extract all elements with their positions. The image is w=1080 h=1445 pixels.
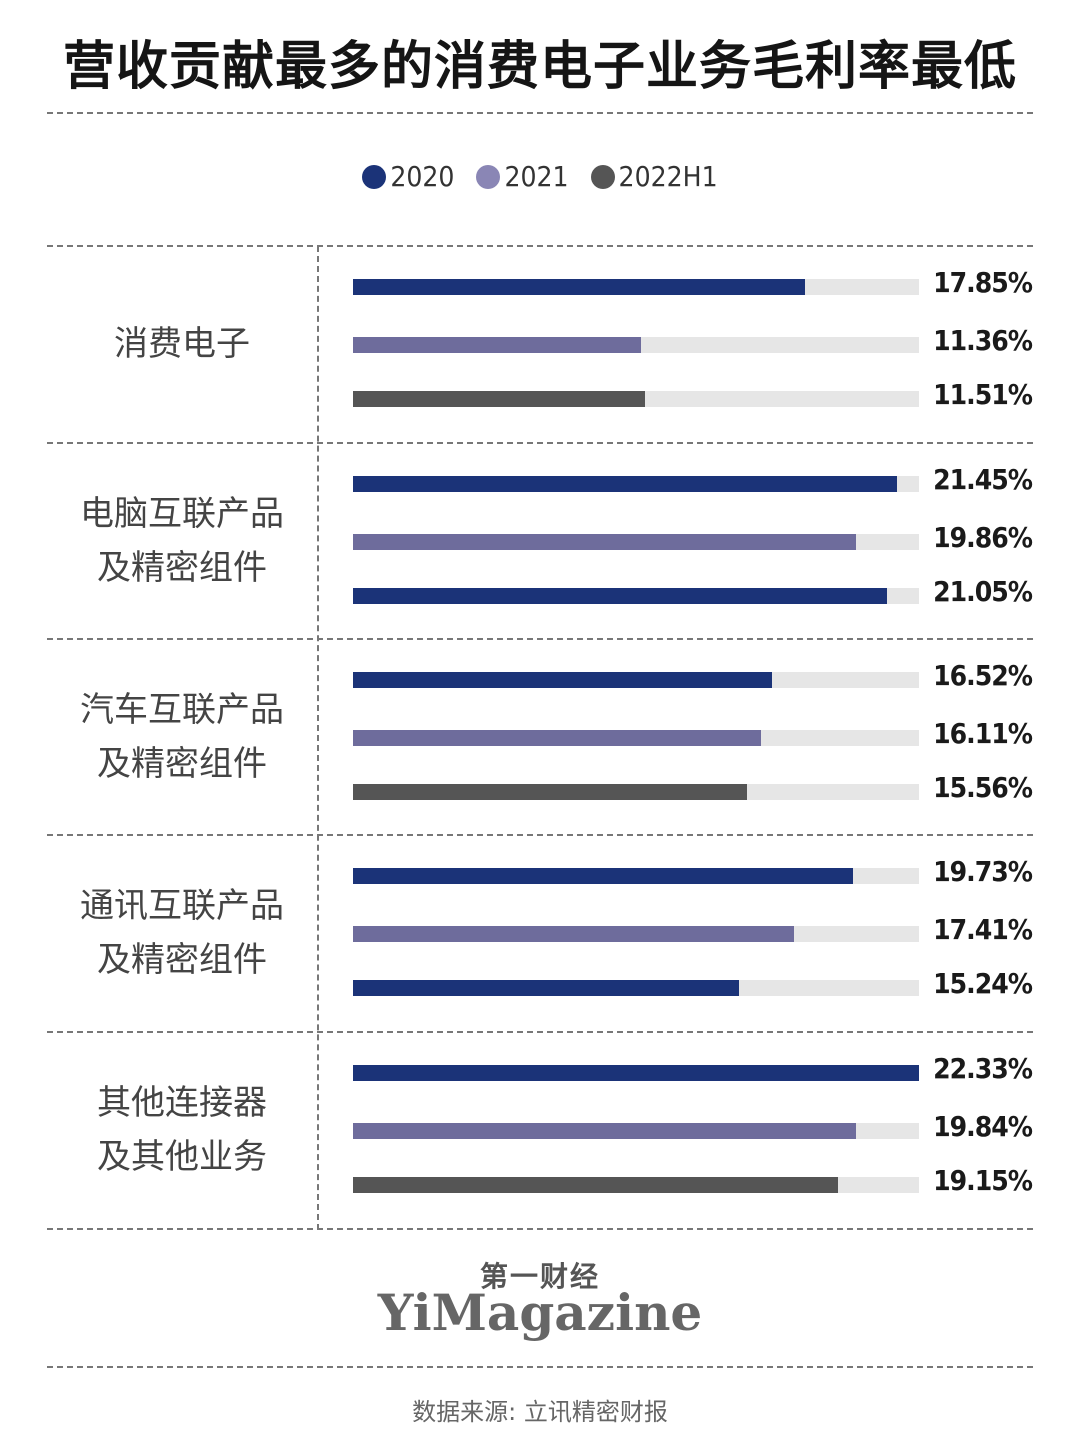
bar-value-label: 11.51% — [933, 378, 1033, 411]
bar-2020 — [353, 672, 772, 688]
bar-value-label: 17.41% — [933, 913, 1033, 946]
bar-2021 — [353, 534, 857, 550]
chart-title: 营收贡献最多的消费电子业务毛利率最低 — [62, 37, 1017, 97]
group-divider — [47, 834, 1033, 836]
bar-2021 — [353, 926, 795, 942]
legend-swatch — [590, 164, 615, 189]
bar-value-label: 19.15% — [933, 1164, 1033, 1197]
category-label-line: 电脑互联产品 — [80, 494, 284, 534]
bar-2021 — [353, 337, 641, 353]
bar-value-label: 21.05% — [933, 575, 1033, 608]
bar-2022H1 — [353, 784, 748, 800]
bar-track — [353, 868, 919, 884]
bar-value-label: 19.73% — [933, 855, 1033, 888]
title-divider — [47, 112, 1033, 114]
category-label: 汽车互联产品 及精密组件 — [47, 639, 317, 835]
bar-track — [353, 1123, 919, 1139]
bar-track — [353, 534, 919, 550]
bar-value-label: 15.24% — [933, 967, 1033, 1000]
bar-2020 — [353, 868, 854, 884]
legend-label: 2022H1 — [618, 160, 718, 193]
category-label-line: 汽车互联产品 — [80, 690, 284, 730]
bar-value-label: 16.11% — [933, 717, 1033, 750]
table-bottom-divider — [47, 1228, 1033, 1230]
brand-logo-en: YiMagazine — [377, 1283, 703, 1342]
bar-track — [353, 980, 919, 996]
bar-2022H1 — [353, 391, 645, 407]
bar-track — [353, 279, 919, 295]
category-label-line: 及其他业务 — [97, 1137, 267, 1177]
bar-track — [353, 926, 919, 942]
bar-2020 — [353, 1065, 919, 1081]
bar-2022H1 — [353, 1177, 839, 1193]
category-label-line: 及精密组件 — [97, 548, 267, 588]
category-label-line: 通讯互联产品 — [80, 886, 284, 926]
legend-item: 2021 — [476, 160, 569, 193]
chart-legend: 2020 2021 2022H1 — [0, 160, 1080, 193]
bar-2021 — [353, 730, 762, 746]
bar-value-label: 22.33% — [933, 1052, 1033, 1085]
bar-value-label: 15.56% — [933, 771, 1033, 804]
bar-2022H1 — [353, 588, 887, 604]
bar-value-label: 19.84% — [933, 1110, 1033, 1143]
data-source: 数据来源: 立讯精密财报 — [412, 1398, 668, 1426]
legend-swatch — [362, 164, 387, 189]
group-divider — [47, 442, 1033, 444]
footer-divider — [47, 1366, 1033, 1368]
category-label: 通讯互联产品 及精密组件 — [47, 835, 317, 1031]
bar-value-label: 17.85% — [933, 266, 1033, 299]
category-label-line: 消费电子 — [114, 324, 250, 364]
bar-value-label: 11.36% — [933, 324, 1033, 357]
legend-swatch — [476, 164, 501, 189]
legend-item: 2022H1 — [590, 160, 718, 193]
category-label-line: 及精密组件 — [97, 744, 267, 784]
bar-2020 — [353, 279, 806, 295]
brand-logo-cn: 第一财经 — [479, 1260, 600, 1293]
category-label-line: 其他连接器 — [97, 1083, 267, 1123]
bar-2022H1 — [353, 980, 740, 996]
category-label: 电脑互联产品 及精密组件 — [47, 443, 317, 639]
legend-item: 2020 — [362, 160, 454, 193]
category-label-line: 及精密组件 — [97, 940, 267, 980]
bar-value-label: 16.52% — [933, 659, 1033, 692]
table-top-divider — [47, 245, 1033, 247]
bar-track — [353, 476, 919, 492]
bar-2021 — [353, 1123, 856, 1139]
bar-2020 — [353, 476, 897, 492]
legend-label: 2020 — [390, 160, 455, 193]
bar-track — [353, 337, 919, 353]
category-label: 其他连接器及其他业务 — [47, 1032, 317, 1228]
bar-track — [353, 588, 919, 604]
bar-track — [353, 1177, 919, 1193]
group-divider — [47, 1031, 1033, 1033]
category-label: 消费电子 — [47, 246, 317, 442]
bar-track — [353, 730, 919, 746]
bar-value-label: 19.86% — [933, 521, 1033, 554]
bar-track — [353, 672, 919, 688]
group-divider — [47, 638, 1033, 640]
bar-track — [353, 784, 919, 800]
label-column-divider — [317, 246, 319, 1230]
legend-label: 2021 — [504, 160, 569, 193]
bar-value-label: 21.45% — [933, 463, 1033, 496]
bar-track — [353, 391, 919, 407]
bar-track — [353, 1065, 919, 1081]
